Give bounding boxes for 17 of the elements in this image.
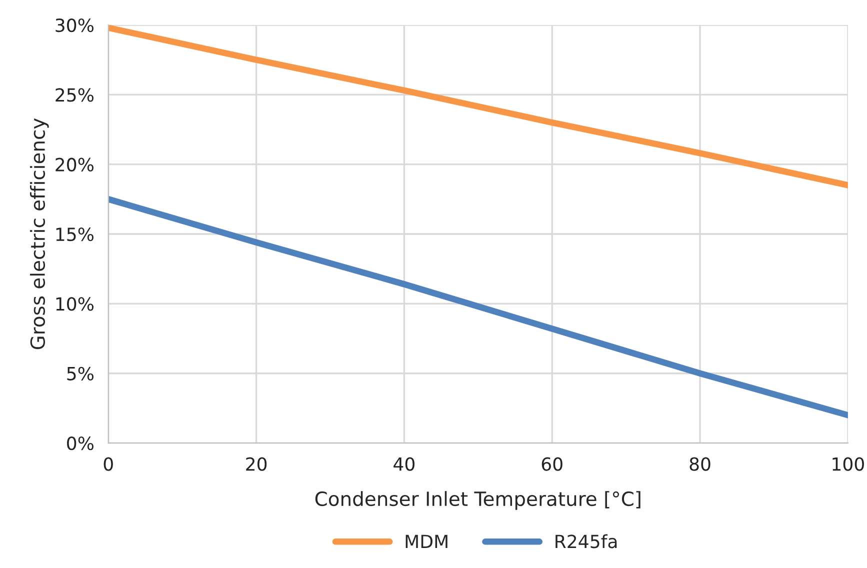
x-tick-label: 100 [832,457,864,471]
x-tick-label: 40 [394,457,414,471]
y-tick-label: 15% [56,227,94,242]
y-tick-label: 30% [56,18,94,32]
y-tick-label: 5% [67,366,94,380]
y-tick-label: 20% [56,158,94,172]
y-axis-title: Gross electric efficiency [30,118,49,350]
x-tick-label: 0 [104,457,113,471]
x-tick-label: 60 [542,457,562,471]
y-tick-label: 10% [56,297,94,311]
x-tick-label: 80 [690,457,710,471]
y-tick-label: 0% [67,436,94,450]
legend-label: MDM [406,534,448,548]
legend-label: R245fa [556,534,617,548]
x-tick-label: 20 [246,457,267,471]
x-axis-title: Condenser Inlet Temperature [°C] [315,491,640,510]
y-tick-label: 25% [56,88,94,102]
